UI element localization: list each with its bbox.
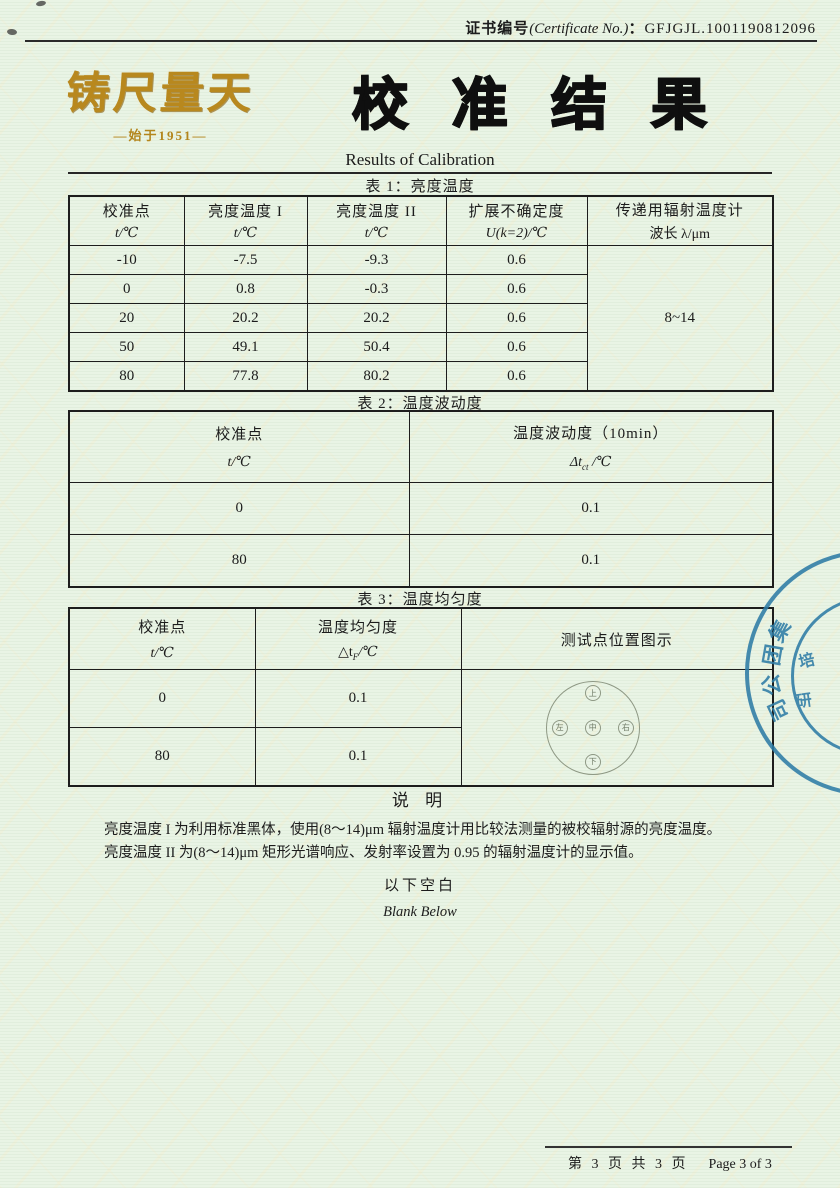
subtitle-english: Results of Calibration: [345, 150, 495, 169]
notes-heading: 说 明: [391, 791, 449, 810]
table2-header-cell: 温度波动度（10min） Δtct /℃: [408, 410, 774, 483]
table2-header-cell: 校准点 t/℃: [68, 410, 410, 483]
wavelength-merged-cell: 8~14: [586, 245, 774, 392]
table2-row: 80 0.1: [68, 534, 774, 588]
footer-rule: [545, 1146, 792, 1148]
table3-header-cell: 温度均匀度 △tF/℃: [254, 607, 462, 670]
table1-row: 20 20.2 20.2 0.6: [68, 303, 773, 333]
test-point-center: 中: [584, 719, 601, 736]
certificate-label-en: (Certificate No.): [529, 21, 629, 37]
test-point-diagram-cell: 上 左 中 右 下: [460, 669, 774, 787]
blank-below-en: Blank Below: [383, 903, 457, 920]
table3-row: 0 0.1 上 左 中 右 下: [68, 669, 774, 787]
institute-logo: 铸尺量天 —始于1951—: [58, 57, 263, 144]
table2-caption: 表 2：温度波动度: [357, 396, 483, 412]
table1-header-cell: 校准点 t/℃: [68, 195, 185, 246]
table2-header-row: 校准点 t/℃ 温度波动度（10min） Δtct /℃: [68, 410, 774, 483]
page-number-cn: 第 3 页 共 3 页: [568, 1157, 689, 1172]
test-point-left: 左: [551, 719, 568, 736]
header-rule: [25, 40, 817, 42]
table1-row: 80 77.8 80.2 0.6: [68, 361, 773, 392]
test-point-bottom: 下: [584, 753, 601, 770]
logo-calligraphy: 铸尺量天: [64, 67, 256, 119]
table1-caption: 表 1：亮度温度: [365, 179, 475, 195]
stamp-inner-ring: [791, 596, 840, 756]
note-line-2: 亮度温度 II 为(8～14)μm 矩形光谱响应、发射率设置为 0.95 的辐射…: [104, 845, 643, 862]
table1-header-cell: 亮度温度 II t/℃: [306, 195, 447, 246]
stamp-inner-char: 研: [794, 691, 814, 712]
test-point-right: 右: [617, 719, 634, 736]
page-number-en: Page 3 of 3: [708, 1157, 772, 1172]
table1-row: 50 49.1 50.4 0.6: [68, 332, 773, 362]
page-title: 校 准 结 果: [351, 72, 721, 137]
test-point-top: 上: [584, 685, 601, 702]
temperature-fluctuation-table: 校准点 t/℃ 温度波动度（10min） Δtct /℃ 0 0.1 80 0.1: [68, 410, 774, 588]
logo-since-1951: —始于1951—: [113, 127, 208, 143]
masthead: 铸尺量天 —始于1951— 校 准 结 果: [58, 52, 800, 148]
table1-header-cell: 扩展不确定度 U(k=2)/℃: [445, 195, 588, 246]
certificate-number-line: 证书编号(Certificate No.)：GFJGJL.10011908120…: [465, 17, 816, 38]
certificate-label-cn: 证书编号: [465, 21, 530, 37]
scan-artifact: [35, 0, 47, 7]
page-number: 第 3 页 共 3 页 Page 3 of 3: [545, 1153, 795, 1173]
test-point-position-diagram: 上 左 中 右 下: [545, 680, 640, 775]
table3-caption: 表 3：温度均匀度: [357, 592, 483, 608]
table1-header-cell: 传递用辐射温度计 波长 λ/μm: [586, 195, 774, 246]
table3-header-row: 校准点 t/℃ 温度均匀度 △tF/℃ 测试点位置图示: [68, 607, 774, 670]
table2-row: 0 0.1: [68, 482, 774, 535]
table1-row: -10 -7.5 -9.3 0.6 8~14: [68, 245, 774, 392]
temperature-uniformity-table: 校准点 t/℃ 温度均匀度 △tF/℃ 测试点位置图示 0 0.1 上 左 中 右 …: [68, 607, 774, 787]
certificate-number: GFJGJL.1001190812096: [644, 21, 816, 37]
table3-row: 80 0.1: [68, 727, 773, 787]
note-line-1: 亮度温度 I 为利用标准黑体，使用(8～14)μm 辐射温度计用比较法测量的被校…: [104, 822, 722, 838]
divider-rule: [68, 172, 772, 174]
notes-section: 说 明 亮度温度 I 为利用标准黑体，使用(8～14)μm 辐射温度计用比较法测…: [68, 786, 772, 921]
table3-header-cell: 校准点 t/℃: [68, 607, 256, 670]
scan-artifact: [6, 28, 18, 36]
certificate-separator: ：: [628, 21, 645, 37]
stamp-inner-char: 培: [797, 651, 817, 672]
table3-header-cell: 测试点位置图示: [460, 607, 774, 670]
blank-below-cn: 以下空白: [383, 877, 456, 894]
